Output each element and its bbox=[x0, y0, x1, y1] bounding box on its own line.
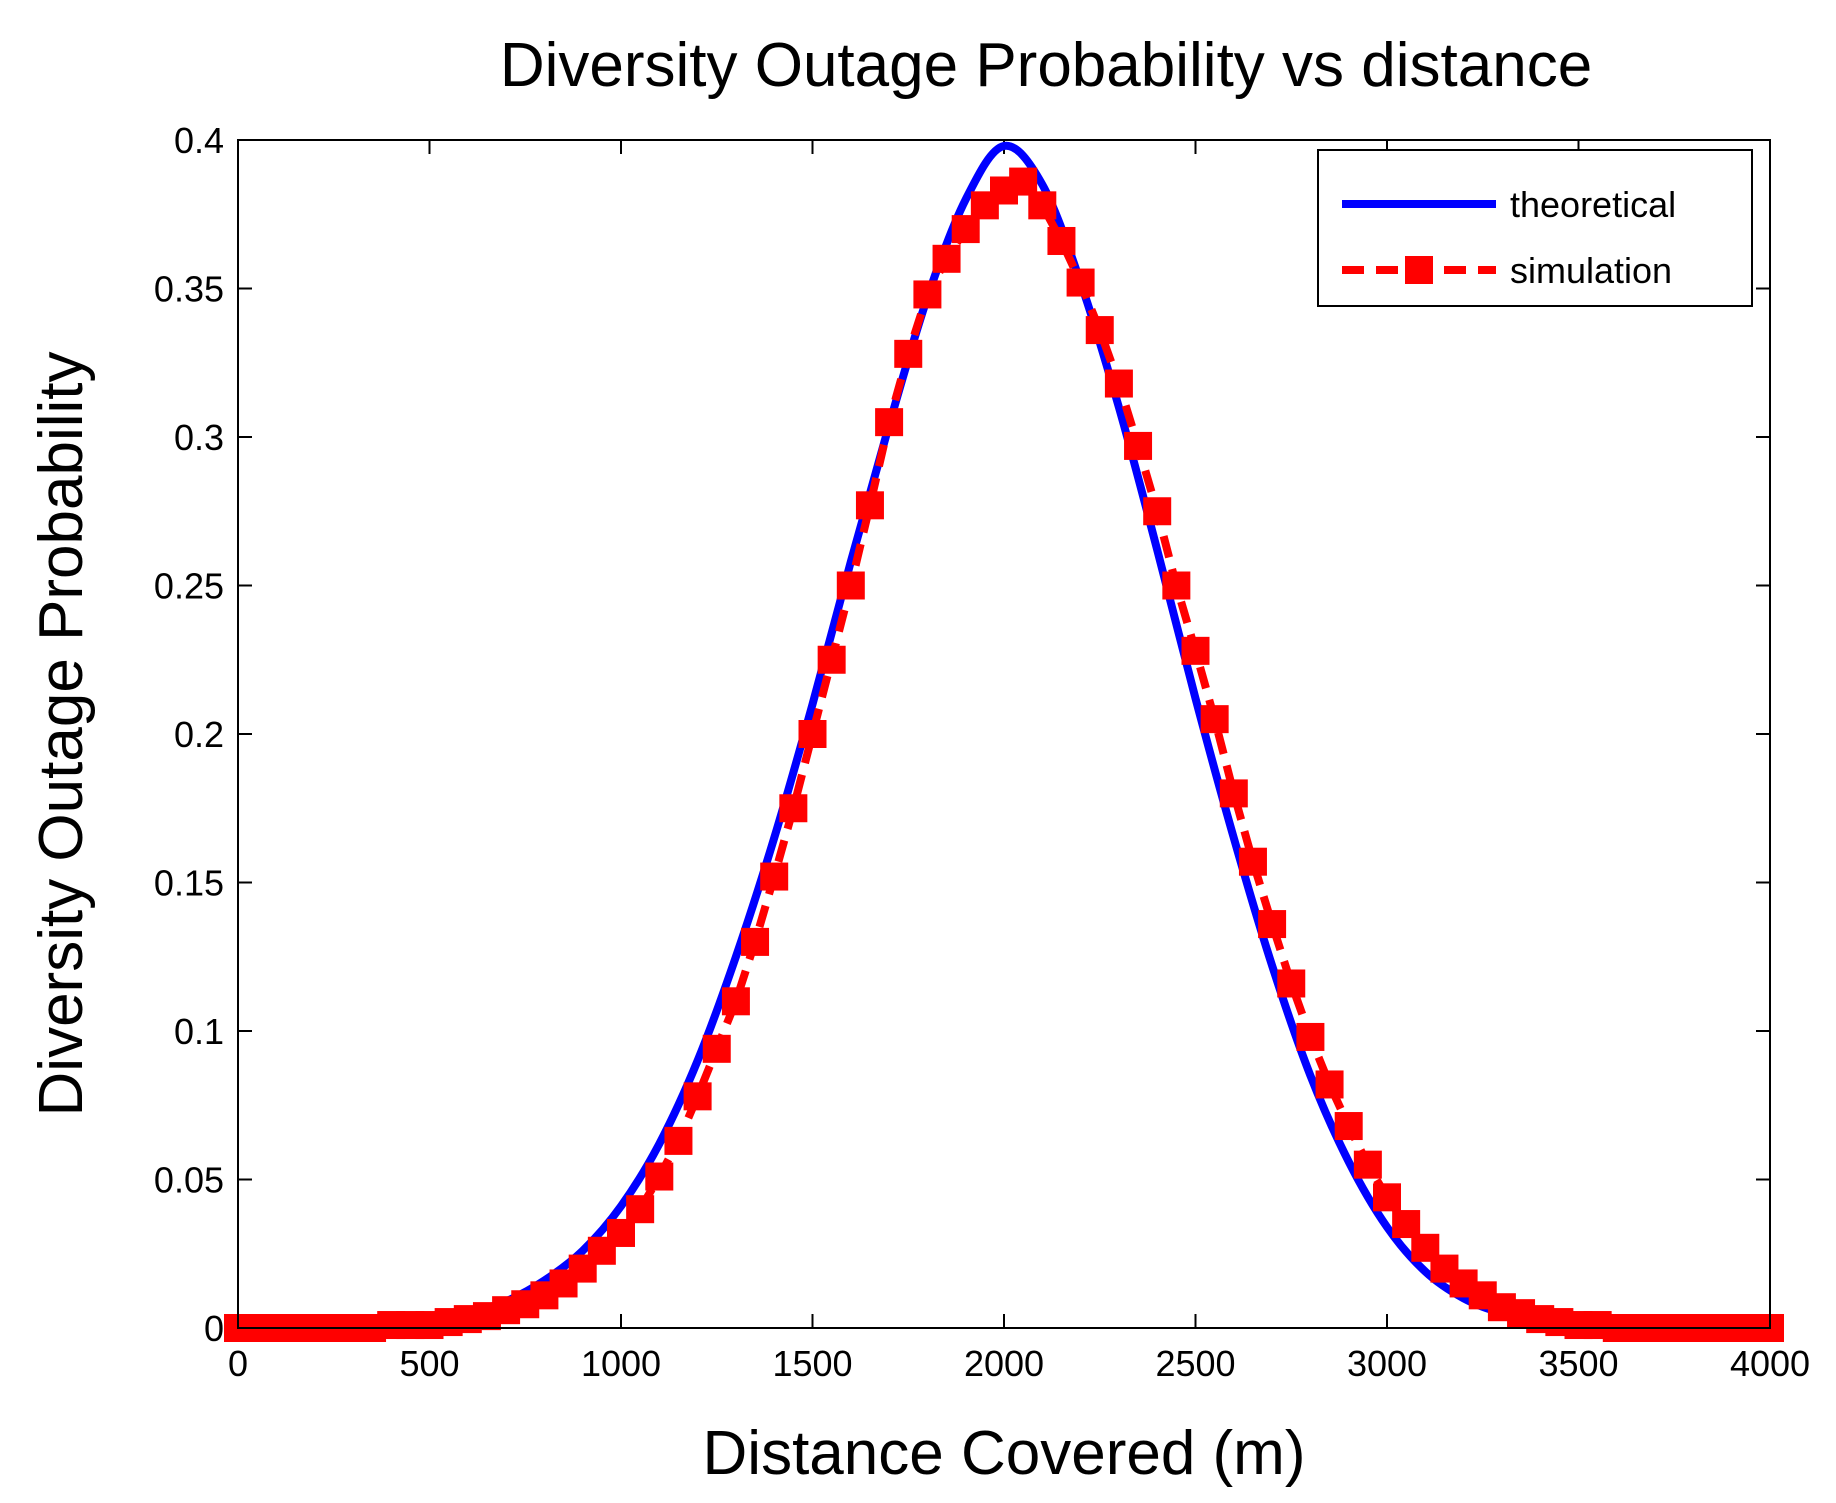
series-theoretical bbox=[237, 141, 1770, 1333]
simulation-point bbox=[1277, 969, 1306, 998]
simulation-point bbox=[798, 720, 827, 748]
simulation-point bbox=[645, 1162, 674, 1191]
y-tick-label: 0.1 bbox=[174, 1011, 224, 1052]
y-tick-label: 0.4 bbox=[174, 120, 224, 161]
simulation-point bbox=[626, 1195, 655, 1224]
x-tick-label: 1500 bbox=[772, 1343, 852, 1384]
simulation-point bbox=[855, 491, 884, 520]
simulation-point bbox=[1104, 369, 1133, 398]
y-tick-label: 0 bbox=[204, 1308, 224, 1349]
y-tick-label: 0.2 bbox=[174, 714, 224, 755]
simulation-point bbox=[721, 987, 750, 1016]
x-tick-label: 0 bbox=[228, 1343, 248, 1384]
simulation-point bbox=[702, 1034, 731, 1063]
simulation-point bbox=[1124, 431, 1153, 460]
x-tick-label: 4000 bbox=[1730, 1343, 1810, 1384]
x-axis-label: Distance Covered (m) bbox=[703, 1419, 1306, 1488]
plot-frame bbox=[237, 139, 1771, 1329]
theoretical-line bbox=[237, 141, 1770, 1333]
simulation-point bbox=[1009, 167, 1038, 196]
x-tick-label: 500 bbox=[399, 1343, 459, 1384]
simulation-point bbox=[836, 571, 865, 600]
legend: theoretical simulation bbox=[1317, 149, 1753, 307]
simulation-point bbox=[1315, 1070, 1344, 1099]
x-tick-label: 2500 bbox=[1155, 1343, 1235, 1384]
simulation-point bbox=[1373, 1183, 1401, 1212]
simulation-point bbox=[1143, 497, 1172, 526]
legend-label-theoretical: theoretical bbox=[1510, 184, 1676, 225]
x-tick-label: 3500 bbox=[1538, 1343, 1618, 1384]
legend-label-simulation: simulation bbox=[1510, 250, 1672, 291]
simulation-point bbox=[932, 244, 961, 273]
simulation-point bbox=[913, 280, 942, 309]
simulation-point bbox=[1047, 226, 1076, 255]
simulation-point bbox=[683, 1082, 712, 1111]
simulation-point bbox=[607, 1218, 635, 1247]
simulation-point bbox=[1238, 847, 1267, 876]
simulation-point bbox=[741, 927, 770, 956]
simulation-point bbox=[1181, 636, 1210, 665]
y-tick-label: 0.25 bbox=[154, 566, 224, 607]
simulation-point bbox=[817, 645, 846, 674]
y-tick-label: 0.35 bbox=[154, 269, 224, 310]
simulation-point bbox=[951, 215, 980, 244]
y-tick-label: 0.3 bbox=[174, 417, 224, 458]
simulation-point bbox=[1028, 191, 1057, 220]
simulation-point bbox=[875, 408, 904, 437]
y-tick-label: 0.15 bbox=[154, 863, 224, 904]
simulation-point bbox=[1219, 779, 1248, 808]
x-tick-label: 1000 bbox=[581, 1343, 661, 1384]
y-tick-label: 0.05 bbox=[154, 1160, 224, 1201]
x-axis-ticks: 0 500 1000 1500 2000 2500 3000 3500 4000 bbox=[228, 140, 1810, 1384]
y-axis-label: Diversity Outage Probability bbox=[27, 352, 96, 1117]
legend-marker-simulation bbox=[1405, 256, 1433, 284]
simulation-point bbox=[894, 339, 923, 368]
simulation-point bbox=[1353, 1150, 1382, 1179]
simulation-point bbox=[1258, 910, 1287, 939]
simulation-point bbox=[1066, 268, 1095, 297]
simulation-point bbox=[1296, 1022, 1325, 1051]
plot-area bbox=[238, 140, 1770, 1328]
x-tick-label: 3000 bbox=[1347, 1343, 1427, 1384]
simulation-point bbox=[664, 1126, 693, 1155]
simulation-point bbox=[1334, 1112, 1363, 1141]
simulation-point bbox=[1085, 316, 1114, 345]
x-tick-label: 2000 bbox=[964, 1343, 1044, 1384]
simulation-point bbox=[1200, 705, 1229, 734]
simulation-point bbox=[760, 862, 789, 891]
simulation-point bbox=[779, 794, 808, 823]
simulation-point bbox=[1162, 571, 1191, 600]
chart-title: Diversity Outage Probability vs distance bbox=[500, 31, 1592, 100]
simulation-point bbox=[1392, 1210, 1421, 1239]
legend-box bbox=[1317, 149, 1753, 307]
y-axis-ticks: 0 0.05 0.1 0.15 0.2 0.25 0.3 0.35 0.4 bbox=[154, 120, 1770, 1349]
